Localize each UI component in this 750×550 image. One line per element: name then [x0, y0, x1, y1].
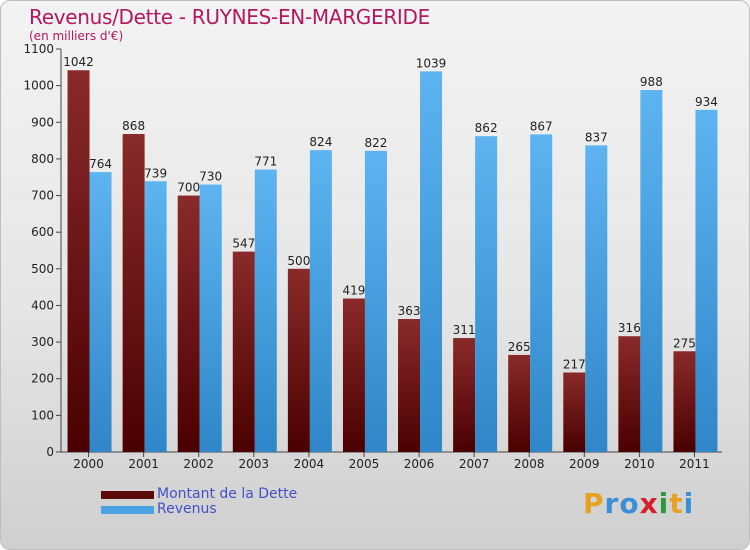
value-label-revenus: 934 [695, 95, 718, 109]
value-label-dette: 316 [618, 321, 641, 335]
value-label-revenus: 837 [585, 130, 608, 144]
logo-letter: o [619, 487, 640, 520]
y-tick-label: 1000 [23, 79, 54, 93]
bar-dette [453, 338, 476, 452]
bar-revenus [640, 90, 663, 453]
y-tick-label: 200 [31, 372, 54, 386]
value-label-dette: 217 [563, 357, 586, 371]
bar-dette [287, 268, 310, 452]
bar-dette [398, 319, 421, 452]
x-tick-label: 2000 [73, 457, 104, 471]
value-label-revenus: 824 [309, 135, 332, 149]
y-tick-label: 700 [31, 189, 54, 203]
value-label-revenus: 988 [640, 75, 663, 89]
legend-swatch-revenus [101, 506, 154, 514]
x-tick-label: 2007 [459, 457, 490, 471]
bar-revenus [364, 150, 387, 452]
value-label-dette: 547 [232, 237, 255, 251]
logo-letter: r [604, 487, 620, 520]
y-tick-label: 1100 [23, 42, 54, 56]
y-tick-label: 0 [46, 445, 54, 459]
bar-revenus [695, 109, 718, 453]
bar-revenus [475, 136, 498, 452]
logo-letter: t [669, 487, 684, 520]
x-tick-label: 2002 [183, 457, 214, 471]
bar-revenus [585, 145, 608, 452]
value-label-dette: 363 [398, 304, 421, 318]
bar-dette [177, 195, 200, 452]
logo-letter: x [639, 487, 659, 520]
y-tick-label: 300 [31, 335, 54, 349]
legend-swatch-dette [101, 491, 154, 499]
bar-dette [67, 70, 90, 453]
value-label-dette: 419 [343, 283, 366, 297]
bar-dette [508, 354, 531, 452]
bars [67, 70, 718, 453]
x-tick-label: 2008 [514, 457, 545, 471]
x-tick-label: 2011 [679, 457, 710, 471]
value-label-dette: 275 [673, 336, 696, 350]
value-label-dette: 700 [177, 181, 200, 195]
y-tick-label: 400 [31, 298, 54, 312]
bar-dette [342, 298, 365, 452]
x-tick-label: 2004 [294, 457, 325, 471]
y-tick-label: 500 [31, 262, 54, 276]
bar-dette [563, 372, 586, 452]
bar-revenus [530, 134, 553, 452]
logo-letter: P [583, 487, 605, 520]
logo-letter: i [683, 487, 695, 520]
bar-revenus [144, 181, 167, 453]
value-label-revenus: 739 [144, 166, 167, 180]
y-tick-label: 900 [31, 115, 54, 129]
bar-revenus [254, 169, 277, 452]
y-tick-label: 600 [31, 225, 54, 239]
value-label-revenus: 771 [254, 155, 277, 169]
x-tick-label: 2010 [624, 457, 655, 471]
proxiti-logo: Proxiti [583, 487, 694, 520]
value-label-revenus: 764 [89, 157, 112, 171]
legend-label-revenus: Revenus [157, 501, 217, 517]
chart-subtitle: (en milliers d'€) [29, 29, 124, 43]
bar-revenus [309, 150, 332, 452]
y-tick-label: 800 [31, 152, 54, 166]
value-label-revenus: 1039 [416, 56, 447, 70]
x-tick-label: 2003 [239, 457, 270, 471]
chart-title: Revenus/Dette - RUYNES-EN-MARGERIDE [29, 5, 430, 29]
value-label-dette: 1042 [63, 55, 94, 69]
x-tick-label: 2005 [349, 457, 380, 471]
bar-dette [618, 336, 641, 452]
value-label-revenus: 730 [199, 170, 222, 184]
x-tick-label: 2006 [404, 457, 435, 471]
bar-revenus [420, 71, 443, 453]
value-label-dette: 265 [508, 340, 531, 354]
value-label-dette: 311 [453, 323, 476, 337]
legend-label-dette: Montant de la Dette [157, 486, 298, 502]
x-tick-label: 2009 [569, 457, 600, 471]
bar-dette [232, 251, 255, 452]
bar-revenus [89, 172, 112, 452]
bar-revenus [199, 184, 222, 452]
value-label-revenus: 867 [530, 119, 553, 133]
value-label-revenus: 862 [475, 121, 498, 135]
value-label-dette: 868 [122, 119, 145, 133]
axes: 0 100 200 300 400 500 600 700 800 900 1000 1100 2000… [23, 42, 722, 471]
x-tick-label: 2001 [128, 457, 159, 471]
value-label-dette: 500 [287, 254, 310, 268]
logo-letter: i [658, 487, 670, 520]
bar-dette [673, 351, 696, 452]
value-label-revenus: 822 [365, 136, 388, 150]
y-tick-label: 100 [31, 408, 54, 422]
bar-dette [122, 133, 145, 452]
